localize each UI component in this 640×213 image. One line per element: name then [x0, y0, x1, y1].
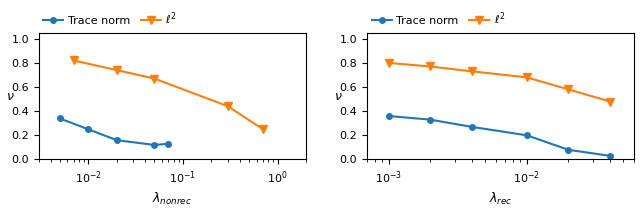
- Legend: Trace norm, $\ell^2$: Trace norm, $\ell^2$: [39, 6, 182, 31]
- Trace norm: [150, 144, 158, 146]
- $\ell^2$: [259, 128, 267, 131]
- Line: Trace norm: Trace norm: [386, 113, 613, 159]
- Trace norm: [426, 118, 434, 121]
- Trace norm: [385, 115, 392, 117]
- $\ell^2$: [426, 65, 434, 68]
- $\ell^2$: [113, 69, 120, 71]
- Line: Trace norm: Trace norm: [57, 116, 171, 148]
- Line: $\ell^2$: $\ell^2$: [69, 56, 267, 134]
- $\ell^2$: [606, 100, 614, 103]
- Trace norm: [56, 117, 63, 120]
- Legend: Trace norm, $\ell^2$: Trace norm, $\ell^2$: [367, 6, 510, 31]
- Line: $\ell^2$: $\ell^2$: [385, 59, 614, 106]
- Trace norm: [564, 148, 572, 151]
- Trace norm: [164, 142, 172, 145]
- Y-axis label: $\nu$: $\nu$: [6, 90, 14, 103]
- Trace norm: [606, 155, 614, 157]
- $\ell^2$: [564, 88, 572, 91]
- $\ell^2$: [468, 70, 476, 73]
- $\ell^2$: [385, 62, 392, 64]
- X-axis label: $\lambda_{rec}$: $\lambda_{rec}$: [489, 191, 513, 207]
- $\ell^2$: [150, 77, 158, 80]
- Y-axis label: $\nu$: $\nu$: [334, 90, 342, 103]
- X-axis label: $\lambda_{nonrec}$: $\lambda_{nonrec}$: [152, 191, 193, 207]
- Trace norm: [113, 139, 120, 141]
- $\ell^2$: [70, 59, 77, 62]
- Trace norm: [523, 134, 531, 137]
- $\ell^2$: [523, 76, 531, 79]
- Trace norm: [468, 126, 476, 128]
- $\ell^2$: [224, 105, 232, 108]
- Trace norm: [84, 128, 92, 131]
